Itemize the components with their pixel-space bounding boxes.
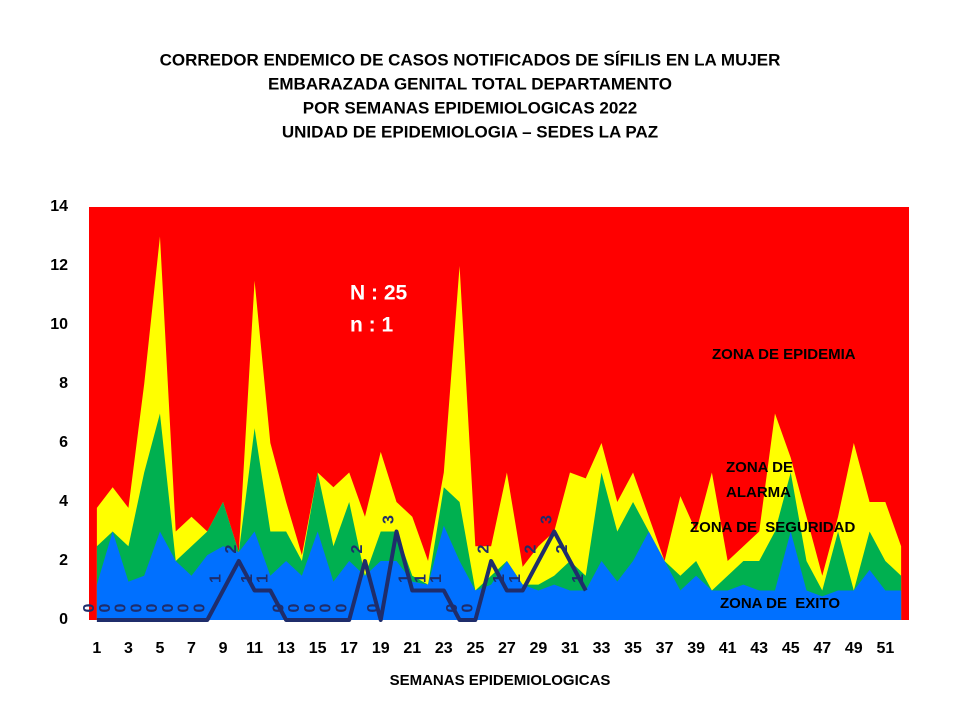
zone-label: ZONA DE EXITO xyxy=(720,595,840,612)
data-label: 2 xyxy=(554,544,571,553)
data-label: 1 xyxy=(396,574,413,583)
data-label: 1 xyxy=(570,574,587,583)
zone-area xyxy=(96,413,902,620)
data-label: 0 xyxy=(444,603,461,612)
data-label: 3 xyxy=(538,515,555,524)
x-tick-label: 21 xyxy=(403,640,421,657)
zone-label: ALARMA xyxy=(726,484,791,501)
chart-title: UNIDAD DE EPIDEMIOLOGIA – SEDES LA PAZ xyxy=(282,122,658,141)
data-label: 1 xyxy=(428,574,445,583)
x-tick-label: 5 xyxy=(156,640,165,657)
chart-title: POR SEMANAS EPIDEMIOLOGICAS 2022 xyxy=(303,98,637,117)
data-label: 0 xyxy=(270,603,287,612)
cases-line xyxy=(96,529,588,622)
y-tick-label: 2 xyxy=(59,552,68,569)
x-tick-label: 7 xyxy=(187,640,196,657)
data-label: 0 xyxy=(333,603,350,612)
data-label: 1 xyxy=(207,574,224,583)
zone-area xyxy=(96,525,902,620)
data-label: 2 xyxy=(349,544,366,553)
data-label: 2 xyxy=(223,544,240,553)
x-tick-label: 41 xyxy=(719,640,737,657)
zone-label: ZONA DE xyxy=(726,459,793,476)
chart-title: CORREDOR ENDEMICO DE CASOS NOTIFICADOS D… xyxy=(160,50,781,69)
data-label: 0 xyxy=(302,603,319,612)
y-tick-label: 12 xyxy=(50,257,68,274)
annotation: N : 25 xyxy=(350,282,408,305)
data-label: 0 xyxy=(81,603,98,612)
data-label: 1 xyxy=(255,574,272,583)
x-tick-label: 19 xyxy=(372,640,390,657)
data-label: 0 xyxy=(144,603,161,612)
data-label: 1 xyxy=(239,574,256,583)
data-label: 1 xyxy=(491,574,508,583)
y-tick-label: 0 xyxy=(59,611,68,628)
annotation: n : 1 xyxy=(350,314,393,337)
data-label: 3 xyxy=(381,515,398,524)
x-tick-label: 27 xyxy=(498,640,516,657)
data-label: 0 xyxy=(191,603,208,612)
x-axis-label: SEMANAS EPIDEMIOLOGICAS xyxy=(390,672,611,689)
x-tick-label: 9 xyxy=(219,640,228,657)
data-label: 0 xyxy=(460,603,477,612)
x-tick-label: 35 xyxy=(624,640,642,657)
data-label: 0 xyxy=(128,603,145,612)
x-tick-label: 1 xyxy=(92,640,101,657)
x-tick-label: 25 xyxy=(466,640,484,657)
x-tick-label: 39 xyxy=(687,640,705,657)
data-label: 2 xyxy=(475,544,492,553)
data-label: 0 xyxy=(176,603,193,612)
data-label: 0 xyxy=(286,603,303,612)
x-tick-label: 33 xyxy=(593,640,611,657)
data-label: 0 xyxy=(113,603,130,612)
y-tick-label: 10 xyxy=(50,316,68,333)
y-tick-label: 6 xyxy=(59,434,68,451)
x-tick-label: 43 xyxy=(750,640,768,657)
x-tick-label: 23 xyxy=(435,640,453,657)
x-tick-label: 13 xyxy=(277,640,295,657)
data-label: 0 xyxy=(365,603,382,612)
zone-area xyxy=(96,236,902,620)
x-tick-label: 15 xyxy=(309,640,327,657)
data-label: 0 xyxy=(318,603,335,612)
x-tick-label: 45 xyxy=(782,640,800,657)
x-tick-label: 51 xyxy=(876,640,894,657)
x-tick-label: 31 xyxy=(561,640,579,657)
data-label: 0 xyxy=(160,603,177,612)
data-label: 0 xyxy=(97,603,114,612)
zone-label: ZONA DE SEGURIDAD xyxy=(690,519,855,536)
zone-label: ZONA DE EPIDEMIA xyxy=(712,346,856,363)
x-tick-label: 11 xyxy=(246,640,263,657)
y-tick-label: 4 xyxy=(59,493,68,510)
y-tick-label: 8 xyxy=(59,375,68,392)
data-label: 2 xyxy=(523,544,540,553)
x-tick-label: 17 xyxy=(340,640,358,657)
x-tick-label: 49 xyxy=(845,640,863,657)
data-label: 1 xyxy=(412,574,429,583)
x-tick-label: 37 xyxy=(656,640,674,657)
y-tick-label: 14 xyxy=(50,198,68,215)
x-tick-label: 29 xyxy=(530,640,548,657)
x-tick-label: 3 xyxy=(124,640,133,657)
x-tick-label: 47 xyxy=(813,640,831,657)
chart-title: EMBARAZADA GENITAL TOTAL DEPARTAMENTO xyxy=(268,74,672,93)
data-label: 1 xyxy=(507,574,524,583)
